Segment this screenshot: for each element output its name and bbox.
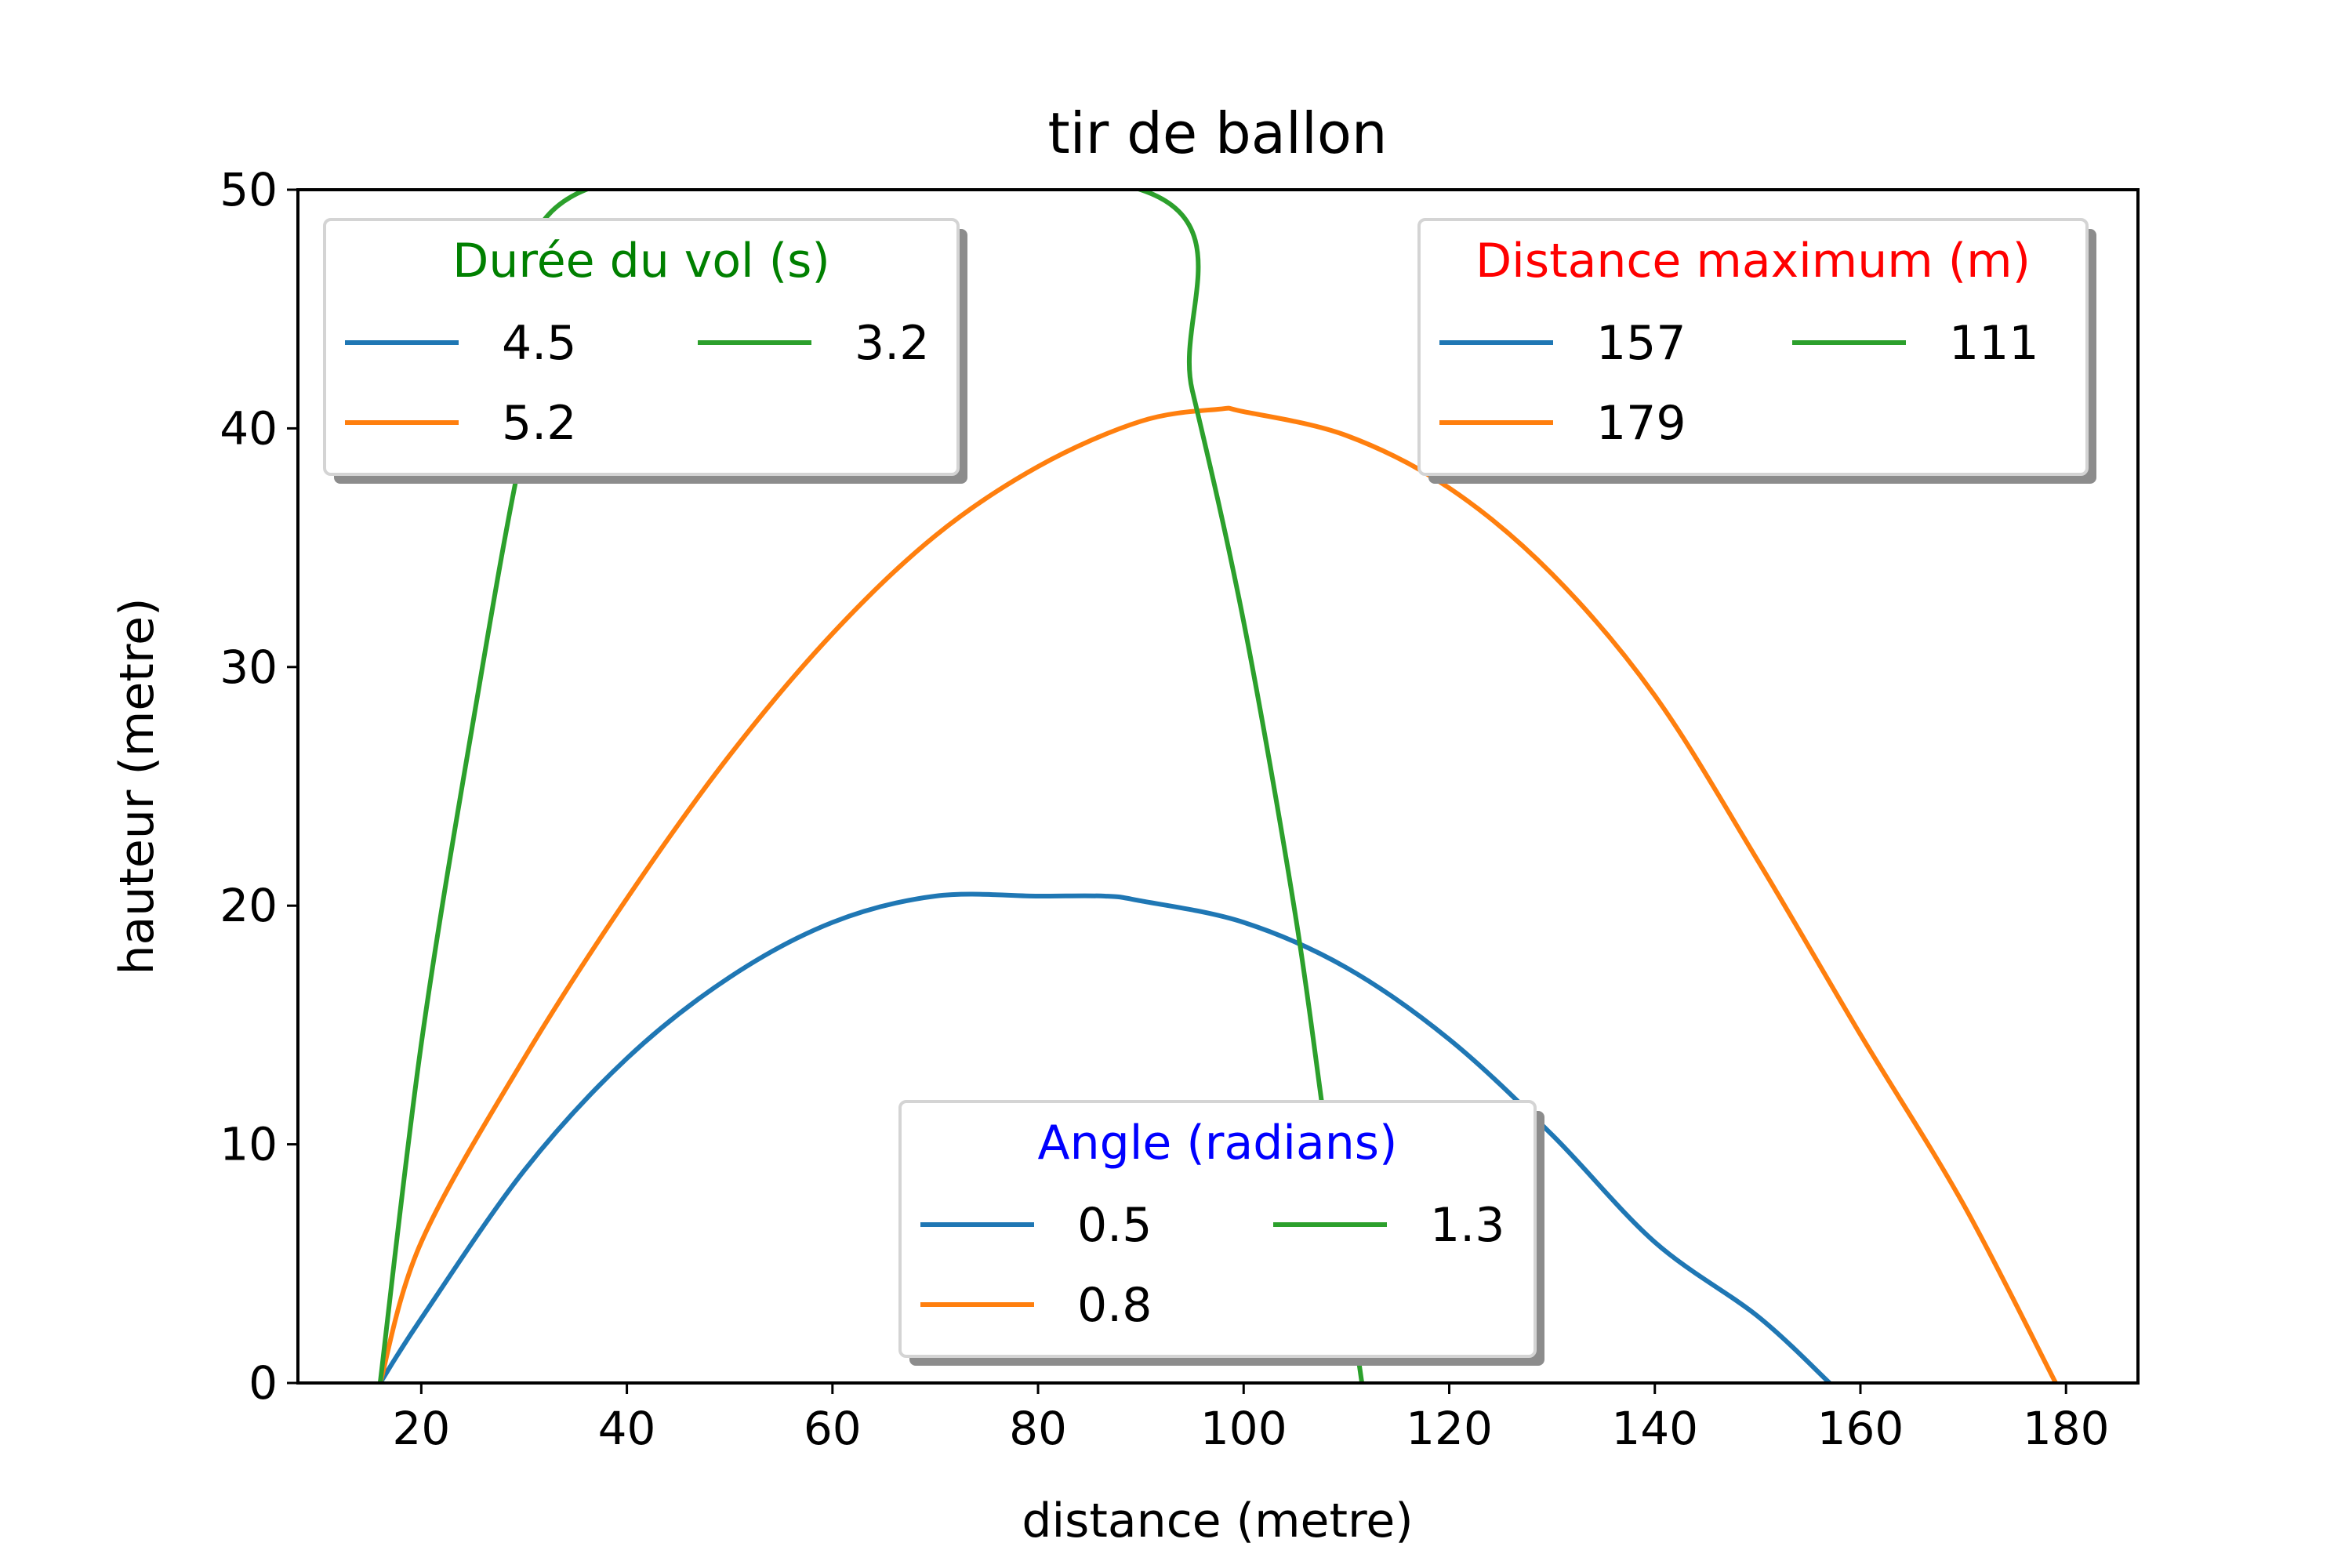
y-tick-label: 40	[220, 401, 278, 455]
legend-entry-label: 157	[1596, 316, 1686, 371]
y-tick-label: 50	[220, 163, 278, 216]
legend-entry-label: 111	[1949, 316, 2039, 371]
x-tick-label: 120	[1406, 1402, 1493, 1455]
x-tick-label: 180	[2023, 1402, 2110, 1455]
x-tick-label: 40	[598, 1402, 656, 1455]
x-tick-label: 100	[1200, 1402, 1287, 1455]
series-line-1	[378, 405, 2058, 1383]
legend-entry-label: 0.8	[1077, 1278, 1152, 1333]
legend-bottom-center: Angle (radians) 0.5 0.8 1.3	[898, 1100, 1544, 1366]
y-tick-label: 0	[249, 1356, 278, 1410]
legend-entry-label: 5.2	[502, 396, 576, 451]
series-line-2	[377, 190, 1365, 1383]
x-tick-label: 140	[1611, 1402, 1698, 1455]
series-line-0	[378, 891, 1831, 1383]
legend-title: Durée du vol (s)	[452, 234, 830, 289]
legend-entry-label: 0.5	[1077, 1198, 1152, 1253]
legend-layer: Durée du vol (s) 4.5 5.2 3.2 Distance maximu…	[323, 218, 2096, 1366]
legend-box	[1417, 218, 2089, 476]
y-axis-label: hauteur (metre)	[110, 598, 165, 975]
legend-top-left: Durée du vol (s) 4.5 5.2 3.2	[323, 218, 967, 484]
legend-entry-label: 3.2	[855, 316, 929, 371]
legend-entry-label: 179	[1596, 396, 1686, 451]
legend-entry-label: 1.3	[1430, 1198, 1504, 1253]
y-axis: 0 10 20 30 40 50	[220, 163, 298, 1410]
plot-frame	[296, 188, 2140, 1385]
x-tick-label: 80	[1009, 1402, 1067, 1455]
y-tick-label: 10	[220, 1118, 278, 1171]
x-axis-label: distance (metre)	[1022, 1494, 1413, 1548]
x-tick-label: 160	[1817, 1402, 1904, 1455]
series-layer	[377, 190, 2058, 1383]
y-tick-label: 30	[220, 641, 278, 694]
y-tick-label: 20	[220, 879, 278, 932]
legend-top-right: Distance maximum (m) 157 179 111	[1417, 218, 2096, 484]
chart-title: tir de ballon	[1047, 100, 1387, 166]
legend-title: Angle (radians)	[1038, 1116, 1398, 1171]
x-axis: 20 40 60 80 100 120 140 160 180	[392, 1383, 2110, 1455]
legend-entry-label: 4.5	[502, 316, 576, 371]
legend-box	[323, 218, 960, 476]
legend-box	[898, 1100, 1537, 1358]
x-tick-label: 20	[392, 1402, 450, 1455]
legend-title: Distance maximum (m)	[1475, 234, 2031, 289]
x-tick-label: 60	[804, 1402, 862, 1455]
